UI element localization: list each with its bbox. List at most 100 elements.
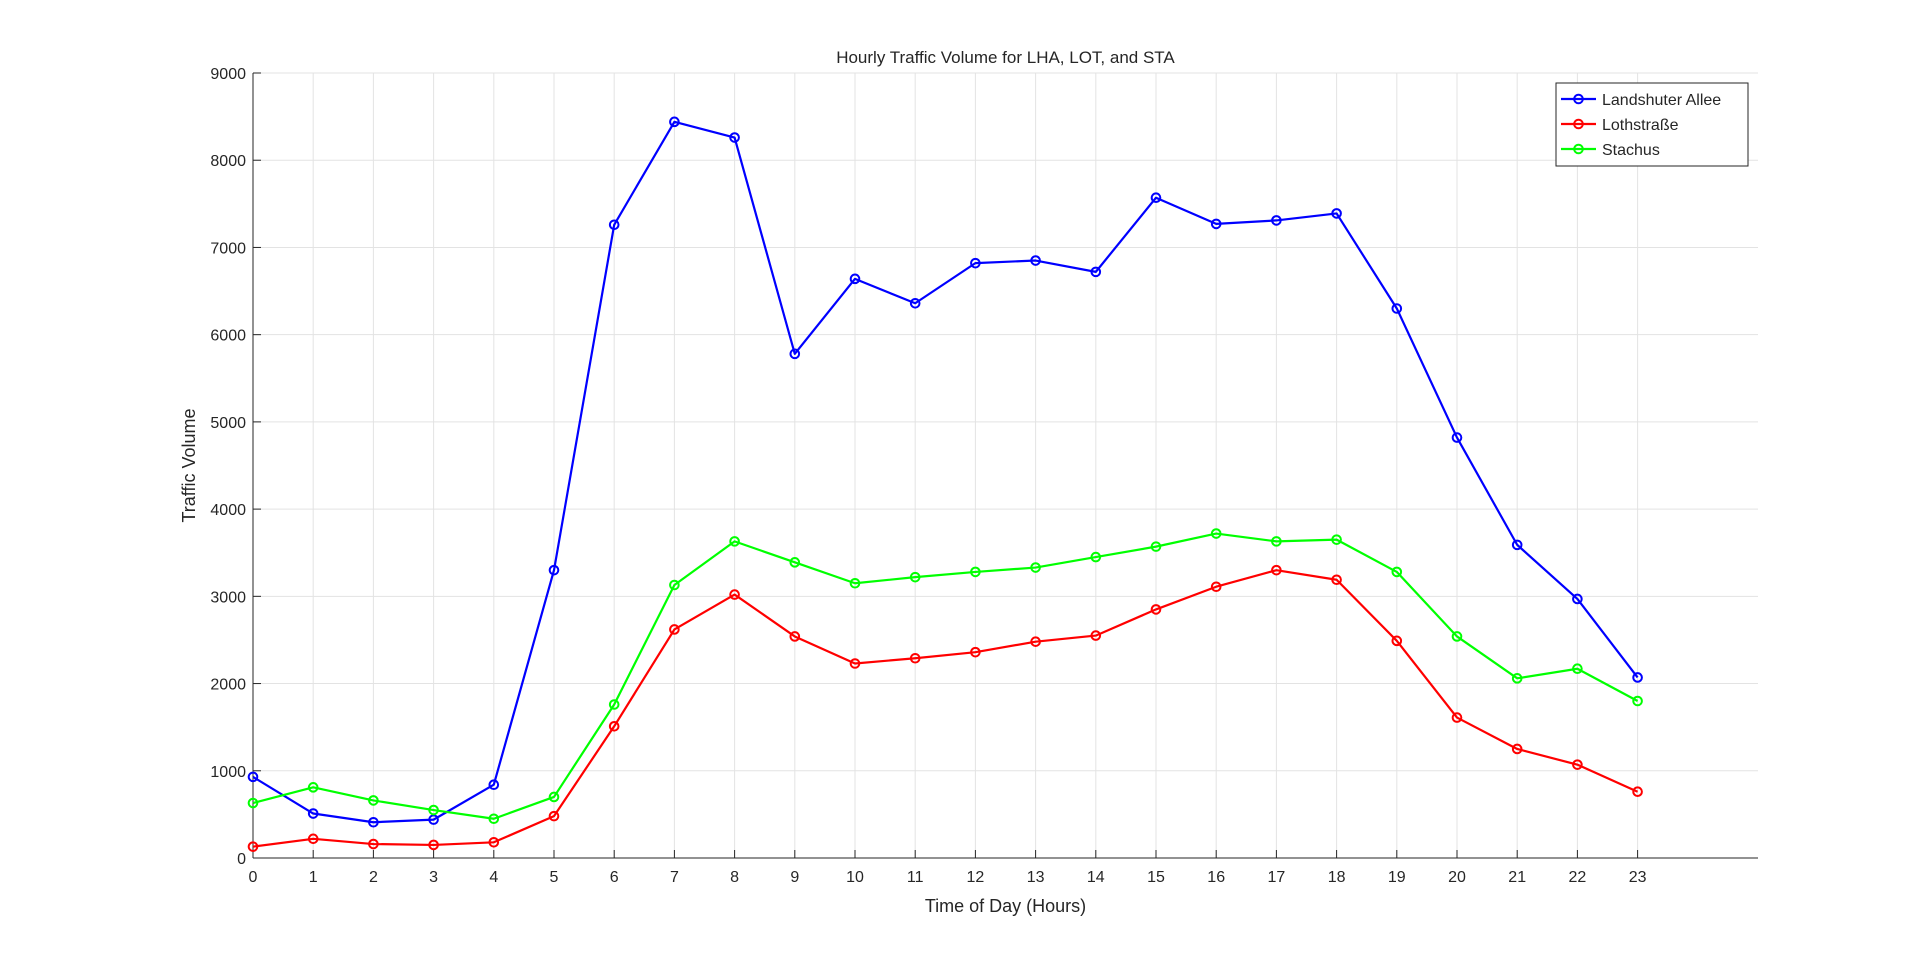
x-tick-label: 15 bbox=[1147, 869, 1165, 886]
data-point bbox=[488, 779, 500, 791]
data-point bbox=[1391, 566, 1403, 578]
data-point bbox=[1030, 255, 1041, 266]
legend-item: Lothstraße bbox=[1561, 117, 1679, 134]
y-tick-label: 7000 bbox=[210, 240, 246, 257]
y-tick-label: 2000 bbox=[210, 677, 246, 694]
x-axis-label: Time of Day (Hours) bbox=[925, 896, 1086, 916]
series-line bbox=[252, 569, 1639, 848]
data-point bbox=[1210, 218, 1222, 230]
x-tick-label: 6 bbox=[610, 869, 619, 886]
data-point bbox=[307, 782, 319, 793]
data-point bbox=[909, 297, 921, 309]
data-point bbox=[789, 348, 801, 360]
x-tick-label: 14 bbox=[1087, 869, 1105, 886]
data-point bbox=[909, 652, 921, 664]
legend-marker bbox=[1573, 118, 1584, 130]
data-point bbox=[1632, 786, 1643, 798]
data-point bbox=[1090, 266, 1102, 278]
data-point bbox=[608, 720, 620, 732]
x-tick-label: 1 bbox=[309, 869, 318, 886]
x-tick-label: 4 bbox=[489, 869, 498, 886]
data-point bbox=[1210, 581, 1222, 593]
plot-area bbox=[253, 73, 1758, 858]
x-tick-label: 12 bbox=[967, 869, 985, 886]
legend-item: Landshuter Allee bbox=[1561, 92, 1721, 109]
y-tick-label: 9000 bbox=[210, 66, 246, 83]
x-tick-label: 5 bbox=[550, 869, 559, 886]
x-tick-label: 22 bbox=[1569, 869, 1587, 886]
data-point bbox=[548, 810, 560, 822]
data-point bbox=[1632, 672, 1643, 683]
axes bbox=[252, 73, 1758, 859]
y-tick-label: 0 bbox=[237, 851, 246, 868]
legend-marker bbox=[1573, 143, 1584, 155]
x-tick-label: 13 bbox=[1027, 869, 1045, 886]
x-tick-label: 10 bbox=[846, 869, 864, 886]
data-point bbox=[970, 566, 981, 578]
data-point bbox=[1632, 695, 1643, 707]
x-tick-label: 17 bbox=[1268, 869, 1286, 886]
x-tick-label: 9 bbox=[790, 869, 799, 886]
series-1 bbox=[247, 564, 1643, 852]
data-point bbox=[1451, 712, 1463, 723]
data-point bbox=[1150, 541, 1162, 552]
data-point bbox=[307, 808, 319, 819]
x-tick-label: 11 bbox=[907, 869, 924, 886]
data-point bbox=[1572, 593, 1583, 605]
data-point bbox=[1331, 574, 1342, 586]
data-point bbox=[1150, 192, 1162, 204]
y-tick-label: 1000 bbox=[210, 764, 246, 781]
data-point bbox=[909, 571, 921, 583]
data-point bbox=[548, 564, 560, 576]
data-point bbox=[970, 257, 981, 269]
legend-item: Stachus bbox=[1561, 142, 1660, 159]
x-tick-label: 16 bbox=[1207, 869, 1225, 886]
x-tick-label: 0 bbox=[249, 869, 258, 886]
data-point bbox=[1511, 673, 1523, 684]
y-tick-label: 4000 bbox=[210, 502, 246, 519]
data-point bbox=[849, 273, 861, 285]
data-point bbox=[608, 219, 620, 231]
data-point bbox=[1511, 539, 1523, 551]
legend-label: Stachus bbox=[1602, 142, 1660, 159]
data-point bbox=[608, 699, 620, 710]
data-point bbox=[1090, 551, 1102, 563]
data-point bbox=[1271, 536, 1282, 547]
legend: Landshuter Allee Lothstraße Stachus bbox=[1555, 82, 1749, 167]
data-point bbox=[488, 813, 500, 825]
data-point bbox=[1391, 303, 1403, 314]
data-point bbox=[1572, 759, 1583, 770]
data-point bbox=[428, 839, 439, 851]
y-tick-label: 3000 bbox=[210, 589, 246, 606]
data-point bbox=[1451, 432, 1463, 443]
data-point bbox=[247, 797, 259, 809]
x-tick-label: 23 bbox=[1629, 869, 1647, 886]
data-point bbox=[1090, 630, 1102, 641]
data-point bbox=[548, 791, 560, 803]
data-point bbox=[247, 841, 259, 852]
data-point bbox=[488, 837, 500, 848]
x-tick-label: 7 bbox=[670, 869, 679, 886]
data-point bbox=[970, 646, 981, 658]
x-tick-label: 20 bbox=[1448, 869, 1466, 886]
data-point bbox=[307, 833, 319, 845]
data-point bbox=[368, 838, 379, 850]
data-point bbox=[849, 577, 861, 589]
data-point bbox=[1572, 663, 1583, 675]
data-point bbox=[669, 579, 680, 591]
data-point bbox=[1331, 534, 1342, 545]
series-line bbox=[252, 120, 1639, 824]
data-point bbox=[729, 589, 740, 600]
ticks: 0 1 2 3 4 5 6 7 8 9 10 11 12 13 14 15 16 17 18 19 20 21 22 2301… bbox=[210, 66, 1646, 886]
data-point bbox=[1451, 631, 1463, 642]
data-point bbox=[1391, 635, 1403, 647]
data-point bbox=[669, 116, 680, 128]
data-point bbox=[849, 658, 861, 669]
x-tick-label: 19 bbox=[1388, 869, 1406, 886]
data-point bbox=[1271, 215, 1282, 226]
data-point bbox=[789, 631, 801, 642]
x-tick-label: 18 bbox=[1328, 869, 1346, 886]
series-0 bbox=[247, 116, 1643, 828]
grid bbox=[252, 72, 1758, 859]
